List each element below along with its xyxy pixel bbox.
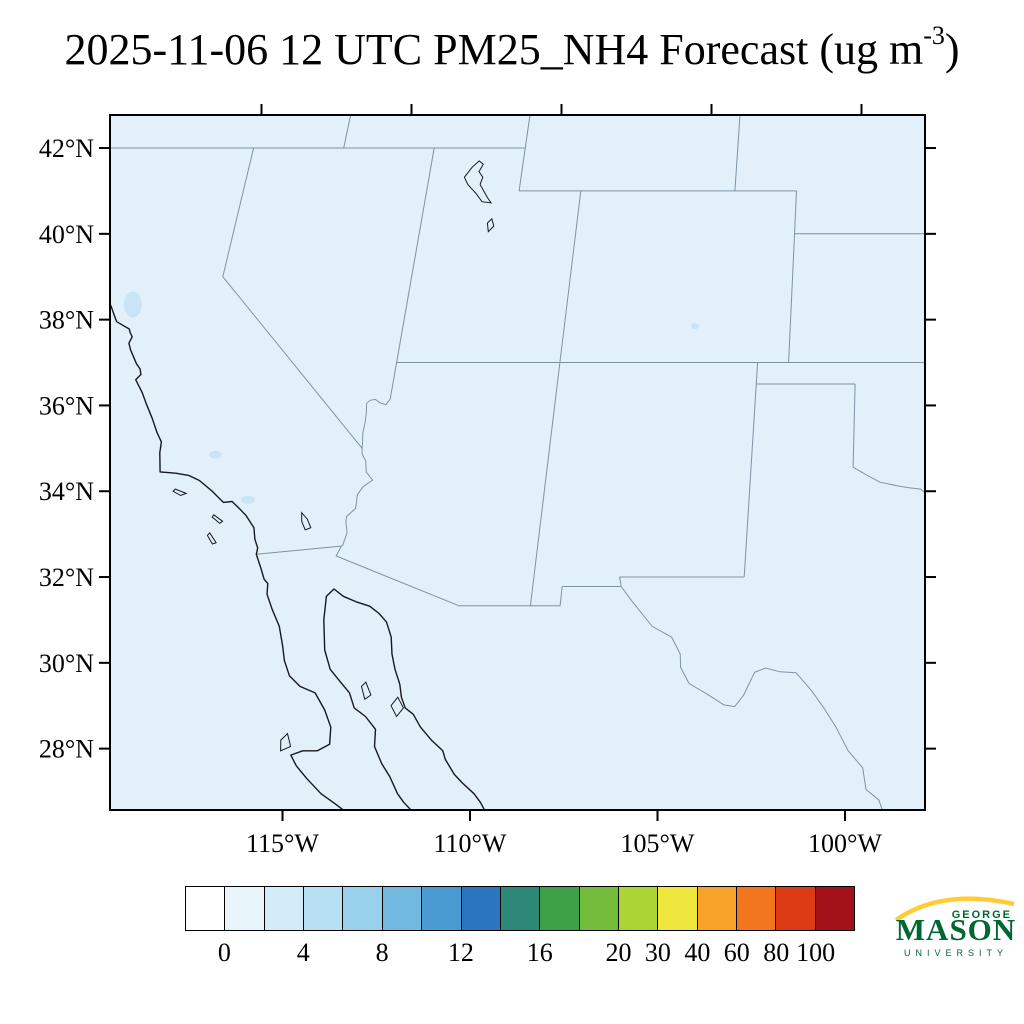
left-axis-label: 38°N: [39, 306, 94, 335]
pm-patch: [209, 450, 222, 459]
logo-george-text: GEORGE: [952, 909, 1012, 921]
island-outline: [172, 488, 188, 497]
state-border-line: [852, 466, 925, 494]
state-border-line: [619, 576, 622, 587]
colorbar-cell: [696, 887, 737, 930]
lake-outline: [486, 217, 495, 233]
title-exponent: -3: [923, 21, 945, 51]
colorbar-cell: [499, 887, 540, 930]
colorbar-cell: [775, 887, 815, 930]
colorbar-tick-label: 100: [796, 938, 836, 967]
left-axis-label: 28°N: [39, 735, 94, 764]
colorbar-cell: [814, 887, 855, 930]
state-border-line: [335, 545, 460, 607]
state-border-line: [743, 362, 759, 578]
logo-mason-text: MASON: [895, 912, 1017, 947]
left-axis-label: 32°N: [39, 563, 94, 592]
colorbar-cell: [460, 887, 500, 930]
left-axis-label: 42°N: [39, 134, 94, 163]
colorbar-cell: [186, 887, 225, 930]
pm-patch: [123, 291, 142, 318]
pm-patch: [691, 323, 700, 330]
left-axis-label: 34°N: [39, 477, 94, 506]
colorbar-tick-label: 12: [447, 938, 474, 967]
state-border-line: [340, 362, 398, 547]
island-outline: [390, 696, 404, 718]
bottom-axis-label: 110°W: [434, 829, 507, 858]
state-border-line: [559, 586, 563, 606]
colorbar-tick-label: 4: [296, 938, 310, 967]
bottom-axis-label: 105°W: [621, 829, 695, 858]
lake-outline: [301, 511, 312, 531]
colorbar-tick-label: 30: [644, 938, 671, 967]
island-outline: [280, 732, 292, 752]
state-border-line: [256, 545, 342, 555]
left-axis-label: 30°N: [39, 649, 94, 678]
colorbar-labels: 0 4 8 12 16 20 30 40 60 80 100: [185, 938, 855, 968]
map-frame-group: 42°N 40°N 38°N 36°N 34°N 32°N 30°N 28°N 115°W 110…: [39, 104, 936, 858]
left-axis-label: 36°N: [39, 391, 94, 420]
colorbar-cell: [342, 887, 382, 930]
coastline: [323, 588, 486, 810]
island-outline: [211, 514, 224, 525]
colorbar-cell: [736, 887, 776, 930]
colorbar-tick-label: 80: [763, 938, 790, 967]
island-outline: [206, 531, 217, 545]
island-outline: [360, 681, 372, 701]
map-frame: [109, 114, 926, 811]
bottom-axis-label: 115°W: [246, 829, 319, 858]
state-border-line: [852, 383, 856, 468]
state-border-line: [788, 190, 797, 363]
colorbar-cell: [381, 887, 422, 930]
colorbar-tick-label: 8: [375, 938, 389, 967]
forecast-map: 42°N 40°N 38°N 36°N 34°N 32°N 30°N 28°N 115°W 110…: [39, 104, 936, 858]
gmu-logo: GEORGE MASON UNIVERSITY: [894, 884, 1018, 980]
state-border-line: [343, 115, 352, 149]
state-border-line: [222, 276, 363, 449]
colorbar-tick-label: 16: [526, 938, 553, 967]
colorbar-tick-label: 20: [605, 938, 632, 967]
state-border-line: [734, 115, 741, 191]
coastline: [110, 302, 345, 810]
state-border-line: [529, 362, 561, 606]
state-border-line: [620, 586, 883, 810]
map-background: [110, 115, 925, 810]
colorbar-cell: [303, 887, 343, 930]
gold-swoosh-icon: [894, 896, 1015, 922]
left-axis-label: 40°N: [39, 220, 94, 249]
figure-title: 2025-11-06 12 UTC PM25_NH4 Forecast (ug …: [0, 21, 1024, 75]
gmu-swoosh-icon: GEORGE: [894, 896, 1015, 922]
colorbar-cell: [617, 887, 658, 930]
colorbar-tick-label: 60: [723, 938, 750, 967]
colorbar-cell: [263, 887, 304, 930]
title-close: ): [944, 25, 960, 74]
colorbar-cell: [578, 887, 618, 930]
pm-patch: [240, 495, 255, 504]
state-border-line: [396, 147, 435, 363]
colorbar-tick-label: 40: [684, 938, 711, 967]
map-layers: [110, 115, 925, 810]
state-border-line: [559, 190, 582, 363]
state-border-line: [518, 115, 531, 191]
logo-university-text: UNIVERSITY: [903, 948, 1008, 958]
colorbar-cell: [657, 887, 697, 930]
colorbar: [185, 886, 855, 931]
lake-outline: [463, 160, 493, 204]
colorbar-cell: [421, 887, 461, 930]
colorbar-cell: [224, 887, 264, 930]
colorbar-cell: [539, 887, 579, 930]
state-border-line: [222, 147, 255, 277]
bottom-axis-label: 100°W: [808, 829, 882, 858]
title-main: 2025-11-06 12 UTC PM25_NH4 Forecast (ug …: [64, 25, 924, 74]
colorbar-tick-label: 0: [217, 938, 231, 967]
